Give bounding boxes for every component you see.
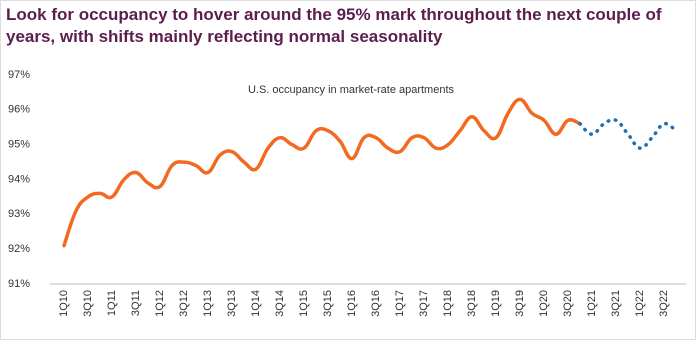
x-tick-label: 3Q19	[514, 290, 526, 317]
y-tick-label: 91%	[8, 278, 30, 290]
annotation: U.S. occupancy in market-rate apartments	[248, 84, 455, 96]
x-tick-label: 1Q15	[298, 290, 310, 317]
x-tick-label: 3Q11	[130, 290, 142, 316]
x-tick-label: 3Q12	[178, 290, 190, 317]
x-tick-label: 1Q10	[58, 290, 70, 317]
line	[578, 117, 678, 150]
x-tick-label: 3Q13	[226, 290, 238, 317]
line	[62, 97, 582, 248]
x-tick-label: 3Q21	[610, 290, 622, 317]
x-tick-label: 1Q22	[634, 290, 646, 317]
x-tick-label: 3Q20	[562, 290, 574, 317]
x-tick-label: 1Q12	[154, 290, 166, 317]
x-tick-label: 1Q13	[202, 290, 214, 317]
y-tick-label: 94%	[8, 173, 30, 185]
x-tick-label: 3Q16	[370, 290, 382, 317]
x-tick-label: 1Q16	[346, 290, 358, 317]
x-tick-label: 3Q10	[82, 290, 94, 317]
y-tick-label: 97%	[8, 69, 30, 81]
x-tick-label: 1Q18	[442, 290, 454, 317]
x-tick-label: 3Q22	[658, 290, 670, 317]
x-tick-label: 1Q17	[394, 290, 406, 317]
y-tick-label: 95%	[8, 139, 30, 151]
x-tick-label: 3Q14	[274, 290, 286, 317]
y-tick-label: 92%	[8, 243, 30, 255]
chart-title: Look for occupancy to hover around the 9…	[6, 5, 662, 46]
x-tick-label: 1Q20	[538, 290, 550, 317]
x-tick-label: 1Q11	[106, 290, 118, 316]
x-tick-label: 1Q19	[490, 290, 502, 317]
x-tick-label: 3Q17	[418, 290, 430, 317]
x-tick-label: 3Q18	[466, 290, 478, 317]
y-tick-label: 93%	[8, 208, 30, 220]
x-tick-label: 1Q21	[586, 290, 598, 317]
x-tick-label: 1Q14	[250, 290, 262, 317]
y-tick-label: 96%	[8, 104, 30, 116]
x-tick-label: 3Q15	[322, 290, 334, 317]
